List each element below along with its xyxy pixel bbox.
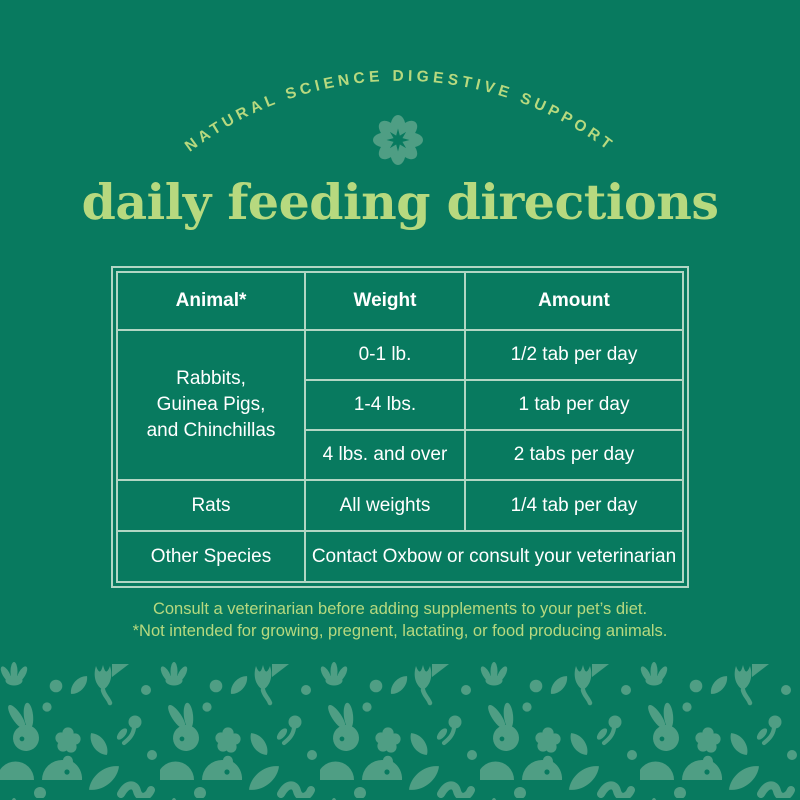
column-header-weight: Weight: [304, 271, 466, 331]
cell-rodent-weight-2: 1-4 lbs.: [304, 379, 466, 431]
table-row: Rabbits, Guinea Pigs, and Chinchillas 0-…: [116, 329, 684, 481]
footnote-line-2: *Not intended for growing, pregnent, lac…: [132, 621, 668, 640]
table-row: Rats All weights 1/4 tab per day: [116, 479, 684, 532]
cell-rodent-amount-1: 1/2 tab per day: [464, 329, 684, 381]
table-header-row: Animal* Weight Amount: [116, 271, 684, 331]
cell-other-animal: Other Species: [116, 530, 306, 583]
cell-rodent-amount-2: 1 tab per day: [464, 379, 684, 431]
cell-rats-amount: 1/4 tab per day: [464, 479, 684, 532]
cell-other-note: Contact Oxbow or consult your veterinari…: [304, 530, 684, 583]
cell-rodent-group-animal: Rabbits, Guinea Pigs, and Chinchillas: [116, 329, 306, 481]
table-row: 4 lbs. and over 2 tabs per day: [117, 429, 684, 481]
footnotes: Consult a veterinarian before adding sup…: [0, 599, 800, 642]
table-row: Other Species Contact Oxbow or consult y…: [116, 530, 684, 583]
cell-rodent-weight-1: 0-1 lb.: [304, 329, 466, 381]
feeding-directions-table: Animal* Weight Amount Rabbits, Guinea Pi…: [116, 271, 684, 583]
cell-rats-animal: Rats: [116, 479, 306, 532]
cell-rats-weight: All weights: [304, 479, 466, 532]
decorative-pattern: [0, 662, 800, 800]
star-cutout-icon: [386, 128, 410, 152]
tagline-arc: NATURAL SCIENCE DIGESTIVE SUPPORT: [182, 68, 614, 165]
table-row: 1-4 lbs. 1 tab per day: [117, 379, 684, 431]
page-title: daily feeding directions: [81, 173, 719, 231]
cell-rodent-amount-3: 2 tabs per day: [464, 429, 684, 481]
column-header-amount: Amount: [464, 271, 684, 331]
footnote-line-1: Consult a veterinarian before adding sup…: [152, 600, 648, 618]
column-header-animal: Animal*: [116, 271, 306, 331]
feeding-table-frame: Animal* Weight Amount Rabbits, Guinea Pi…: [111, 266, 689, 588]
flower-icon: [373, 115, 423, 165]
cell-rodent-weight-3: 4 lbs. and over: [304, 429, 466, 481]
